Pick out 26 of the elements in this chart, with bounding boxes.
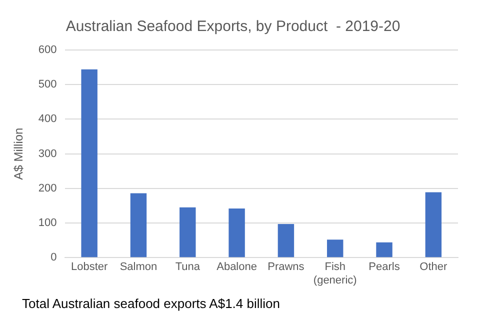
bar [425, 192, 442, 258]
y-tick-label: 400 [38, 113, 57, 126]
x-tick-label: Salmon [120, 261, 158, 274]
bar [278, 224, 294, 258]
y-tick-label: 300 [38, 148, 57, 160]
x-tick-label: Tuna [175, 261, 201, 274]
x-tick-label: Fish (generic) [313, 261, 357, 286]
bar [327, 240, 344, 258]
chart-title: Australian Seafood Exports, by Product - 2019-20 [66, 18, 400, 36]
x-tick-label: Pearls [368, 261, 400, 274]
y-tick-label: 0 [50, 252, 57, 264]
y-tick-label: 500 [38, 78, 57, 91]
bar [376, 242, 392, 258]
bar [228, 208, 245, 258]
text: Total Australian seafood exports A$1.4 billion [21, 296, 282, 311]
y-tick-label: 200 [38, 182, 57, 194]
x-tick-label: Abalone [216, 261, 257, 274]
y-tick-label: 100 [38, 217, 57, 230]
bar [180, 207, 196, 258]
y-axis-title: A$ Million [12, 128, 26, 180]
x-tick-label: Prawns [268, 261, 305, 274]
y-tick-label: 600 [38, 44, 57, 56]
bar [130, 193, 147, 258]
bar [81, 69, 98, 258]
x-tick-label: Lobster [70, 261, 108, 274]
x-tick-label: Other [420, 261, 448, 274]
